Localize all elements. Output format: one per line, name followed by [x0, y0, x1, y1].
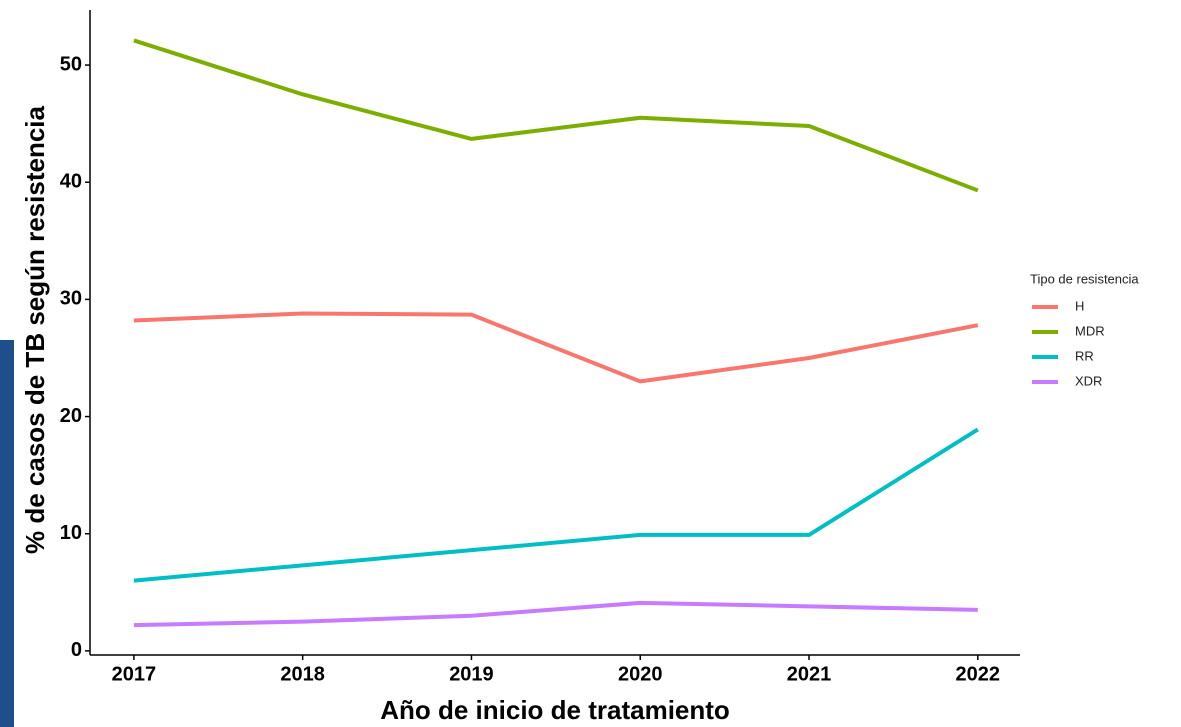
y-tick-label: 30 — [60, 288, 82, 310]
legend-label: XDR — [1075, 373, 1102, 388]
x-tick-label: 2019 — [449, 663, 494, 685]
y-tick-label: 50 — [60, 53, 82, 75]
series-line — [133, 38, 979, 193]
y-tick-label: 20 — [60, 405, 82, 427]
x-tick-label: 2018 — [280, 663, 325, 685]
y-tick-label: 10 — [60, 522, 82, 544]
x-axis-title: Año de inicio de tratamiento — [380, 695, 730, 725]
y-axis-title: % de casos de TB según resistencia — [20, 105, 50, 553]
x-tick-label: 2017 — [112, 663, 157, 685]
series-line — [133, 427, 979, 583]
background-strip — [0, 340, 14, 727]
series-line — [133, 311, 979, 384]
legend-label: RR — [1075, 348, 1094, 363]
x-tick-label: 2020 — [618, 663, 663, 685]
y-tick-label: 0 — [71, 639, 82, 661]
x-tick-label: 2021 — [787, 663, 832, 685]
series-line — [133, 600, 978, 628]
legend-label: MDR — [1075, 323, 1105, 338]
legend-title: Tipo de resistencia — [1030, 271, 1139, 286]
y-tick-label: 40 — [60, 171, 82, 193]
legend-label: H — [1075, 298, 1084, 313]
x-tick-label: 2022 — [956, 663, 1001, 685]
